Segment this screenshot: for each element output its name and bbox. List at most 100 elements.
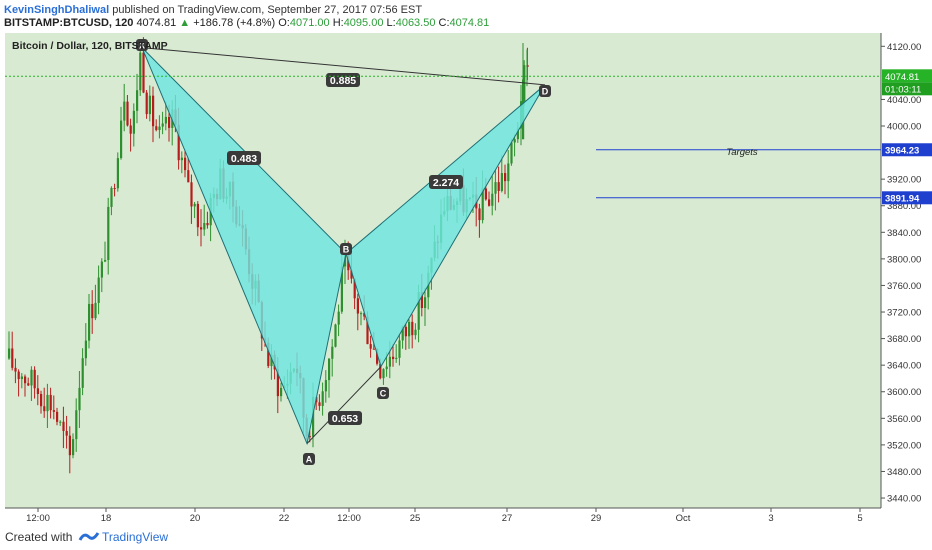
candle-body [161, 123, 164, 127]
y-tick-label: 3520.00 [887, 440, 921, 451]
candle-body [420, 292, 423, 309]
x-tick-label: 3 [768, 513, 773, 524]
pattern-line-ac [306, 366, 382, 444]
candle-body [113, 188, 116, 190]
y-tick-label: 4000.00 [887, 122, 921, 133]
candle-body [395, 357, 398, 360]
candle-body [94, 302, 97, 319]
candle-body [308, 436, 311, 438]
candle-body [481, 188, 484, 221]
candle-body [513, 139, 516, 143]
open-label: O: [278, 17, 290, 29]
candle-body [334, 324, 337, 347]
countdown-label: 01:03:11 [885, 84, 921, 95]
candle-body [136, 90, 139, 111]
candle-body [62, 421, 65, 431]
candle-body [392, 356, 395, 360]
ratio-label-box [328, 411, 362, 425]
candle-body [478, 208, 481, 221]
footer: Created with TradingView [0, 526, 932, 550]
ratio-label-box [227, 151, 261, 165]
candle-body [145, 92, 148, 115]
published-text: published on TradingView.com, September … [112, 4, 423, 16]
y-tick-label: 3640.00 [887, 361, 921, 372]
last-price-box [882, 69, 932, 83]
candle-body [360, 313, 363, 315]
point-label-box [340, 243, 352, 255]
tradingview-logo-icon[interactable] [78, 528, 100, 546]
x-tick-label: 27 [502, 513, 513, 524]
candle-body [20, 376, 23, 380]
x-tick-label: 5 [857, 513, 862, 524]
y-tick-label: 3920.00 [887, 175, 921, 186]
candle-body [388, 356, 391, 367]
publication-header: KevinSinghDhaliwal published on TradingV… [0, 0, 932, 33]
candle-body [84, 340, 87, 359]
y-tick-label: 3760.00 [887, 281, 921, 292]
candle-body [497, 182, 500, 191]
candle-body [484, 188, 487, 200]
candle-body [411, 321, 414, 336]
candle-body [321, 391, 324, 406]
candle-body [27, 383, 30, 386]
x-axis-panel[interactable] [5, 508, 881, 526]
y-tick-label: 3440.00 [887, 494, 921, 505]
candle-body [8, 348, 11, 359]
candle-body [203, 223, 206, 230]
candle-body [43, 406, 46, 412]
candle-body [49, 394, 52, 411]
candle-body [177, 124, 180, 161]
candle-body [52, 410, 55, 412]
candle-body [158, 126, 161, 131]
author-link[interactable]: KevinSinghDhaliwal [4, 4, 110, 16]
x-tick-label: 25 [410, 513, 421, 524]
candle-body [33, 369, 36, 389]
target-lines: 3964.23 3891.94 Targets [596, 143, 932, 205]
candle-body [30, 369, 33, 386]
candle-body [318, 402, 321, 406]
candle-body [190, 182, 193, 207]
target-price-label: 3964.23 [885, 145, 919, 156]
y-tick-label: 3840.00 [887, 228, 921, 239]
candle-body [129, 125, 132, 134]
candle-body [187, 170, 190, 183]
candle-body [331, 346, 334, 359]
candle-body [494, 182, 497, 194]
candle-body [510, 142, 513, 164]
y-axis-panel[interactable] [881, 33, 932, 508]
candle-body [408, 321, 411, 337]
point-label-box [136, 39, 148, 51]
candle-body [91, 303, 94, 319]
x-tick-label: Oct [676, 513, 691, 524]
pattern-triangle-bcd [345, 84, 546, 368]
x-tick-label: 20 [190, 513, 201, 524]
candle-body [78, 387, 81, 411]
candle-body [404, 326, 407, 337]
candle-body [68, 435, 71, 456]
targets-label: Targets [726, 147, 758, 158]
candle-body [344, 254, 347, 267]
candle-body [424, 297, 427, 309]
y-tick-label: 3480.00 [887, 467, 921, 478]
close-value: 4074.81 [449, 17, 490, 29]
candle-body [155, 126, 158, 131]
x-tick-label: 29 [591, 513, 602, 524]
x-tick-label: 12:00 [26, 513, 50, 524]
x-axis-ticks: 12:00 18 20 22 12:00 25 27 29 Oct 3 5 [26, 508, 863, 524]
point-label: B [343, 245, 350, 255]
candle-body [164, 116, 167, 124]
candle-body [276, 369, 279, 397]
candle-body [180, 157, 183, 161]
candle-body [382, 369, 385, 379]
high-label: H: [332, 17, 344, 29]
point-label: A [306, 455, 313, 465]
tradingview-brand[interactable]: TradingView [102, 530, 169, 544]
low-value: 4063.50 [395, 17, 436, 29]
candle-body [56, 411, 59, 422]
candle-body [132, 110, 135, 134]
candle-body [100, 261, 103, 278]
candle-body [324, 380, 327, 392]
candle-body [401, 326, 404, 341]
candle-body [363, 313, 366, 317]
